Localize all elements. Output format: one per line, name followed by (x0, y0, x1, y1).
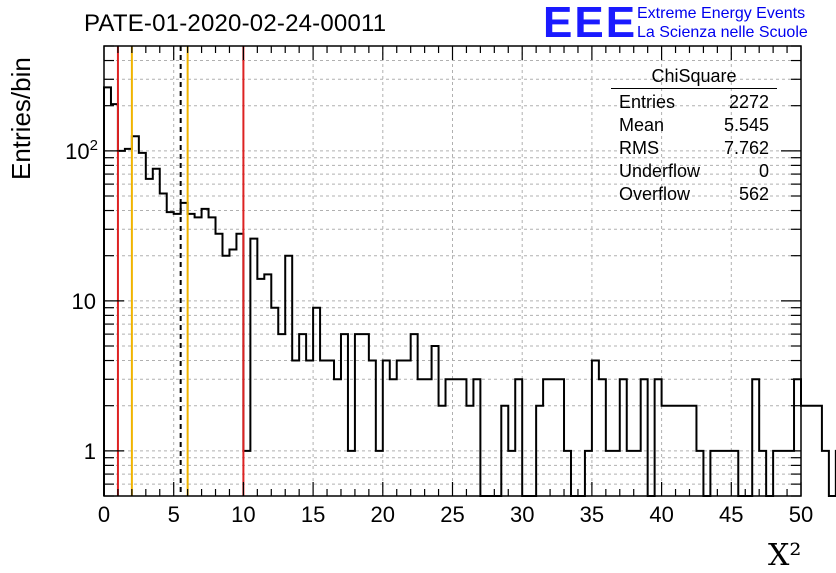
stats-label: RMS (619, 138, 659, 158)
y-axis-label: Entries/bin (6, 57, 36, 180)
logo-line-2: La Scienza nelle Scuole (637, 24, 808, 41)
stats-label: Mean (619, 115, 665, 135)
histogram-series (103, 86, 836, 497)
y-tick-label: 102 (65, 137, 98, 164)
x-tick-label: 0 (98, 502, 110, 527)
eee-logo-mark: EEE (543, 0, 638, 47)
stats-value: 5.545 (723, 115, 769, 135)
tick-labels: 0 5 10 15 20 25 30 35 40 45 50 1 10 102 (65, 137, 813, 527)
axis-ticks (103, 45, 802, 497)
stats-row-overflow: Overflow 562 (611, 183, 777, 206)
y-tick-label: 10 (72, 289, 96, 314)
chart-title: PATE-01-2020-02-24-00011 (84, 10, 387, 37)
x-axis-label: X² (768, 538, 802, 573)
chart-marks (103, 46, 836, 497)
stats-box: ChiSquare Entries 2272 Mean 5.545 RMS 7.… (611, 66, 777, 206)
stats-label: Underflow (619, 161, 701, 181)
stats-row-rms: RMS 7.762 (611, 137, 777, 160)
x-tick-label: 40 (649, 502, 673, 527)
x-tick-label: 50 (789, 502, 813, 527)
stats-row-mean: Mean 5.545 (611, 114, 777, 137)
stats-label: Entries (619, 92, 676, 112)
logo-line-1: Extreme Energy Events (637, 5, 806, 22)
stats-row-entries: Entries 2272 (611, 91, 777, 114)
x-tick-label: 30 (510, 502, 534, 527)
stats-value: 562 (738, 184, 769, 204)
stats-title: ChiSquare (611, 66, 777, 89)
x-tick-label: 25 (440, 502, 464, 527)
stats-label: Overflow (619, 184, 691, 204)
x-tick-label: 20 (371, 502, 395, 527)
stats-value: 0 (758, 161, 769, 181)
stats-value: 2272 (728, 92, 769, 112)
stats-value: 7.762 (723, 138, 769, 158)
x-tick-label: 5 (168, 502, 180, 527)
x-tick-label: 45 (719, 502, 743, 527)
x-tick-label: 15 (301, 502, 325, 527)
stats-row-underflow: Underflow 0 (611, 160, 777, 183)
x-tick-label: 10 (231, 502, 255, 527)
y-tick-label: 1 (84, 439, 96, 464)
x-tick-label: 35 (580, 502, 604, 527)
